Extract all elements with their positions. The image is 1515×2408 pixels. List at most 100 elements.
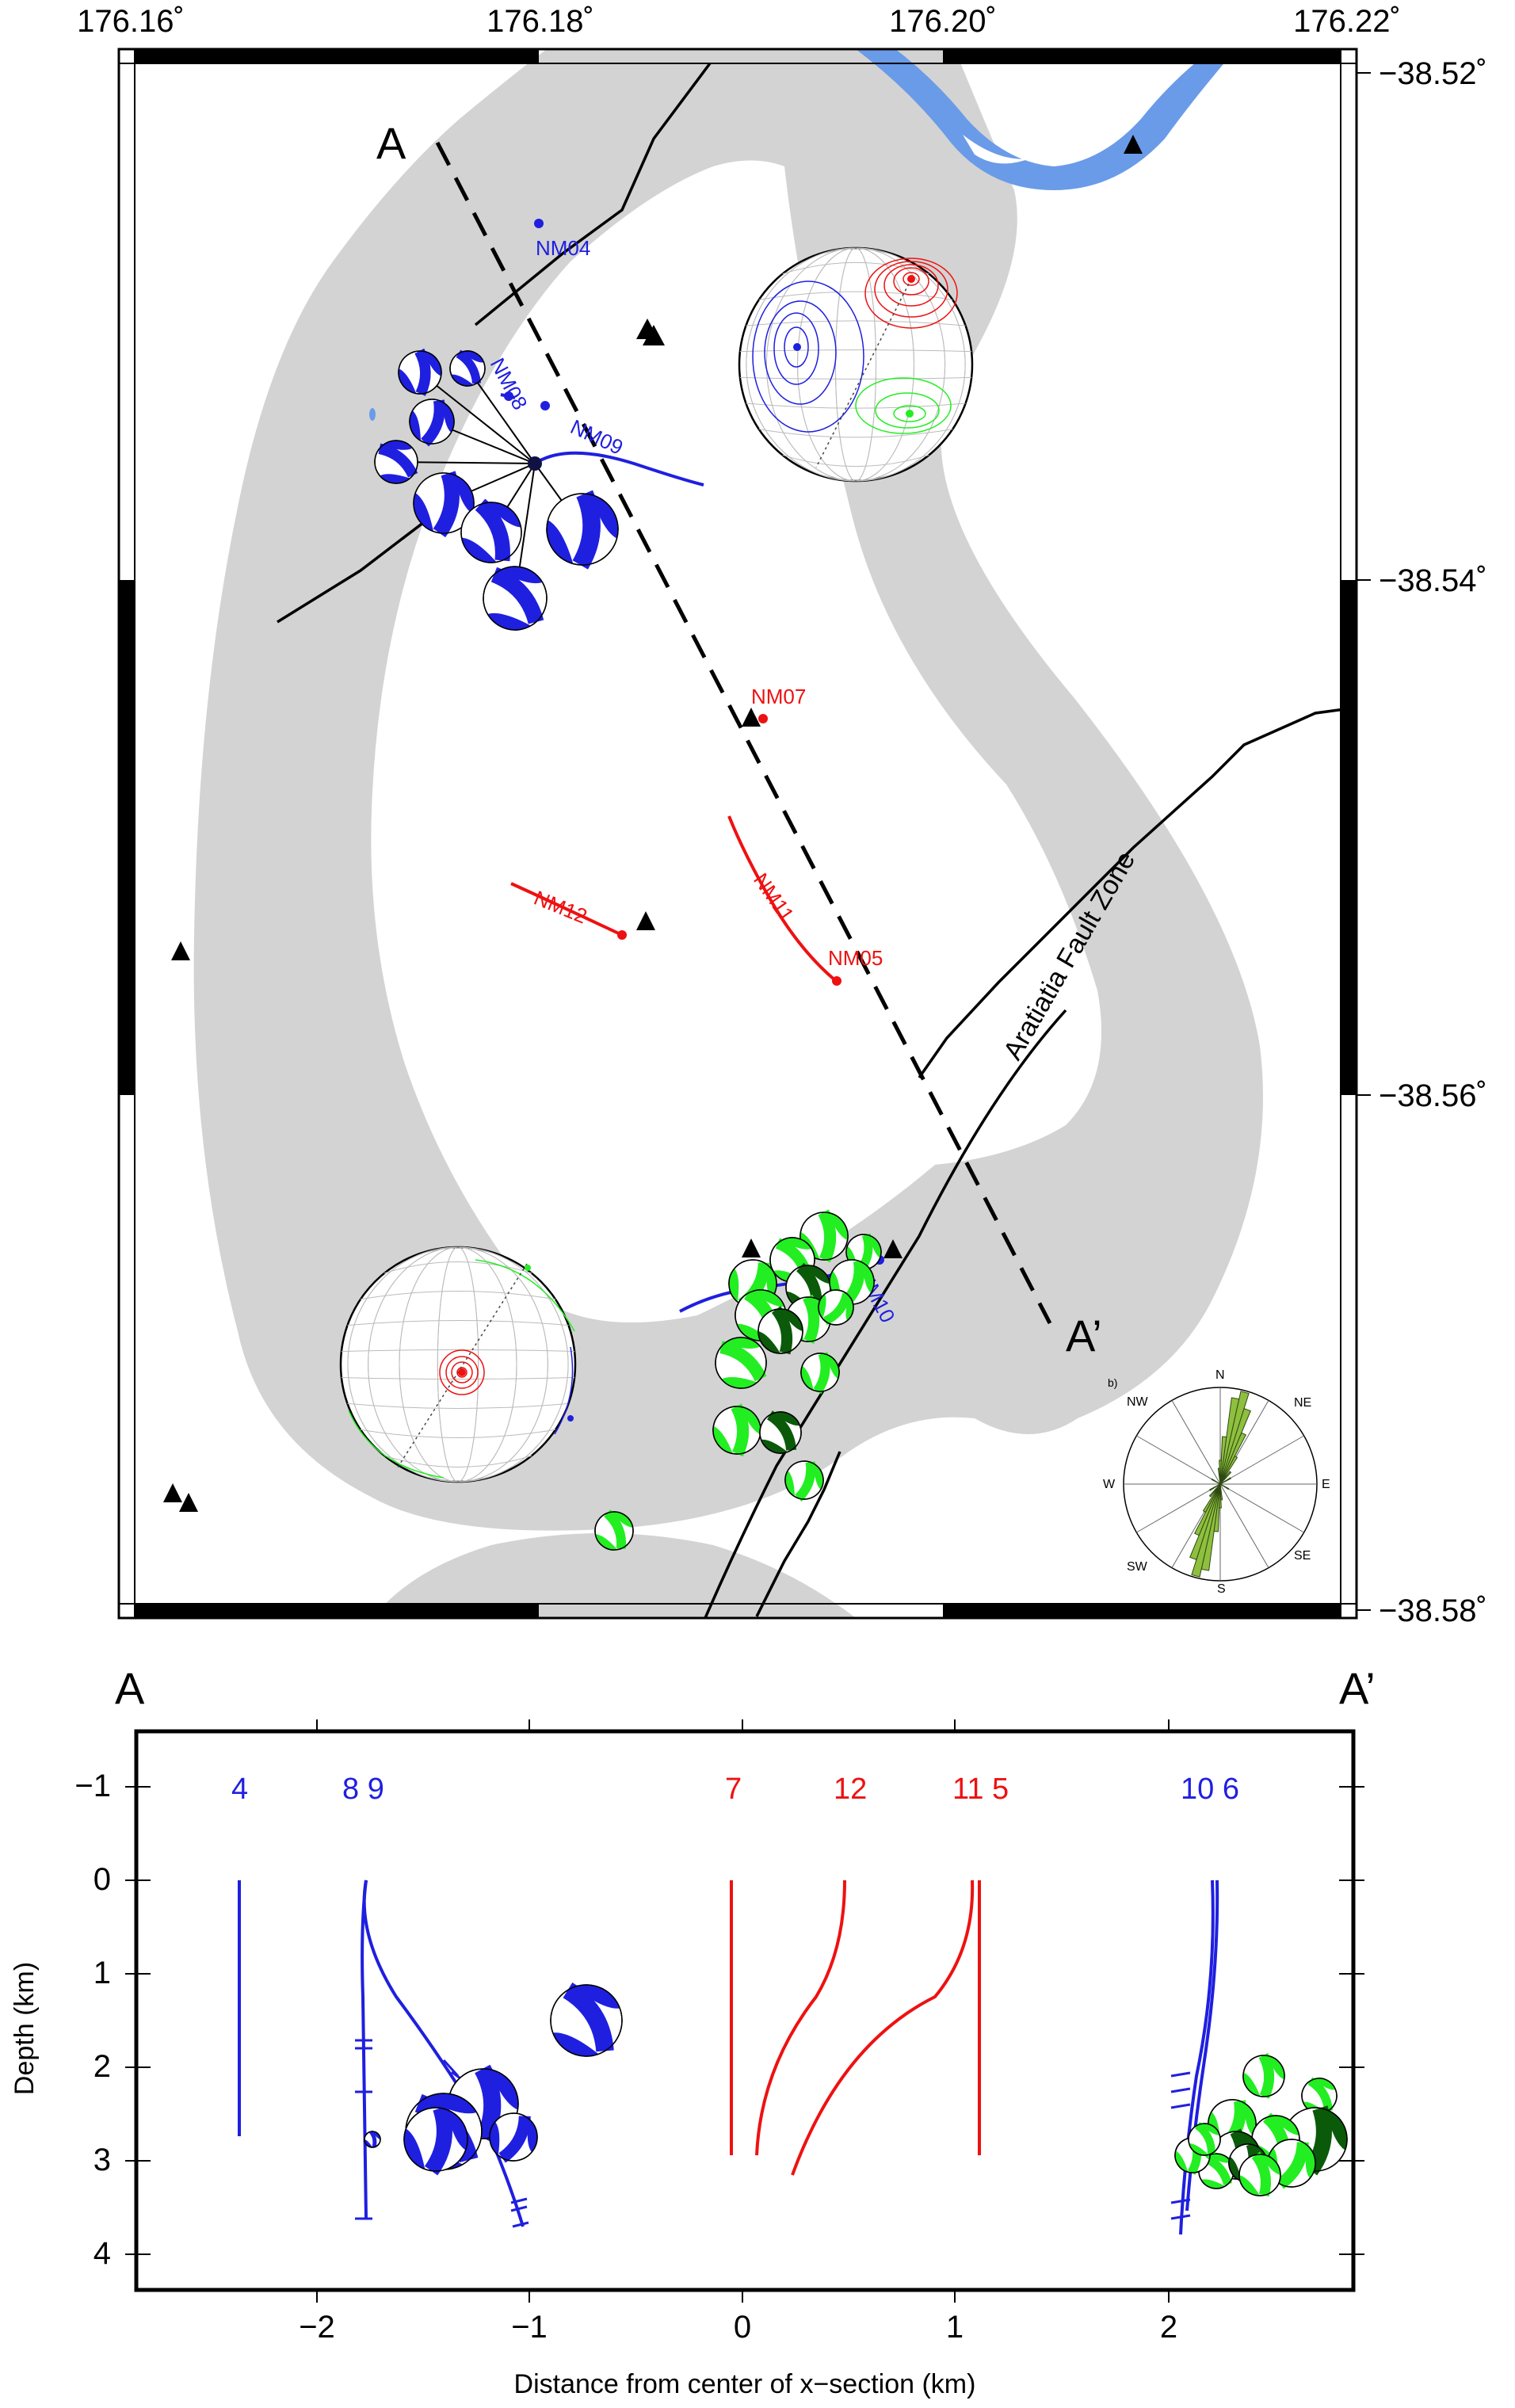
focal-mechanism-icon	[483, 566, 548, 631]
map-frame	[117, 48, 1371, 1620]
focal-mechanism-icon	[1242, 2052, 1285, 2099]
focal-mechanism-icon	[374, 440, 418, 484]
section-wellnum-12: 12	[834, 1773, 867, 1806]
well-marker-nm07	[758, 714, 768, 723]
lon-tick-4: 176.22˚	[1293, 4, 1401, 39]
station-marker	[171, 941, 190, 960]
focal-mechanism-icon	[489, 2112, 538, 2163]
section-wellnum-11-5: 11 5	[952, 1773, 1009, 1806]
focal-mechanism-icon	[818, 1289, 854, 1326]
stereonet-bottom	[339, 1246, 577, 1483]
lat-tick-4: −38.58˚	[1379, 1593, 1487, 1628]
station-marker	[742, 708, 761, 727]
lon-tick-2: 176.18˚	[487, 4, 594, 39]
lat-tick-3: −38.56˚	[1379, 1078, 1487, 1113]
rose-dir-n: N	[1215, 1368, 1225, 1382]
well-label-nm05: NM05	[828, 946, 883, 970]
section-x-tick-4: 1	[946, 2310, 964, 2345]
well-marker-nm04	[534, 219, 544, 228]
section-y-tick-1: −1	[74, 1769, 111, 1803]
well-marker-nm05	[832, 976, 841, 986]
section-x-tick-5: 2	[1160, 2310, 1177, 2345]
focal-mechanism-icon	[759, 1410, 802, 1454]
section-panel: A A’ −2 −1 0 1 2	[10, 1663, 1376, 2399]
section-start-label: A	[376, 118, 406, 168]
map-panel: Aratiatia Fault Zone A A’ NM	[77, 4, 1487, 1628]
focal-mechanism-icon	[594, 1509, 634, 1551]
rose-dir-s: S	[1217, 1582, 1226, 1596]
lat-tick-1: −38.52˚	[1379, 56, 1487, 91]
stations	[163, 135, 1143, 1512]
section-wellnum-8-9: 8 9	[342, 1773, 384, 1806]
focal-mechanism-icon	[398, 348, 442, 396]
section-x-tick-1: −2	[299, 2310, 335, 2345]
focal-mechanism-icon	[1238, 2151, 1281, 2197]
section-y-tick-5: 3	[93, 2143, 111, 2177]
rose-dir-ne: NE	[1294, 1396, 1311, 1410]
section-line	[435, 141, 1052, 1325]
focal-mechanism-icon	[409, 399, 455, 447]
rose-dir-se: SE	[1294, 1549, 1311, 1563]
rose-diagram: b) N NE E SE S SW W NW	[1103, 1368, 1330, 1596]
lat-tick-2: −38.54˚	[1379, 563, 1487, 598]
station-marker	[179, 1493, 198, 1512]
rose-dir-w: W	[1103, 1478, 1116, 1491]
focal-mechanism-icon	[364, 2130, 381, 2148]
station-marker	[1124, 135, 1143, 154]
rose-panel-label: b)	[1108, 1376, 1117, 1389]
section-x-tick-2: −1	[511, 2310, 548, 2345]
section-panel-end-label: A’	[1339, 1663, 1376, 1713]
section-wellnum-7: 7	[725, 1773, 742, 1806]
stereonet-top	[738, 246, 974, 483]
station-marker	[742, 1238, 761, 1257]
lon-tick-1: 176.16˚	[77, 4, 185, 39]
section-red-wells	[730, 1879, 981, 2176]
section-xlabel: Distance from center of x−section (km)	[514, 2369, 976, 2399]
cluster-center	[528, 456, 542, 471]
station-marker	[643, 325, 665, 345]
well-label-nm04: NM04	[536, 236, 590, 260]
focal-mechanism-icon	[1188, 2122, 1221, 2156]
section-end-label: A’	[1066, 1311, 1102, 1360]
focal-mechanism-icon	[460, 498, 522, 563]
focal-mechanism-icon	[715, 1337, 767, 1389]
focal-mechanism-icon	[546, 490, 619, 570]
section-focal-mechanisms	[364, 1982, 1348, 2197]
focal-mechanism-icon	[550, 1982, 623, 2057]
section-wellnum-10-6: 10 6	[1181, 1773, 1239, 1806]
well-marker-nm08	[504, 391, 513, 401]
section-y-tick-2: 0	[93, 1862, 111, 1897]
lon-tick-3: 176.20˚	[889, 4, 997, 39]
section-panel-start-label: A	[115, 1663, 145, 1713]
rose-dir-nw: NW	[1127, 1395, 1149, 1409]
rose-dir-sw: SW	[1127, 1560, 1148, 1574]
river	[856, 49, 1236, 190]
section-ticks	[125, 1719, 1364, 2303]
station-marker	[163, 1483, 182, 1502]
focal-mechanism-icon	[413, 471, 475, 538]
well-marker-nm12	[617, 930, 627, 940]
section-y-tick-4: 2	[93, 2049, 111, 2084]
field-band	[193, 49, 1264, 1531]
station-marker	[636, 911, 655, 930]
well-label-nm07: NM07	[751, 685, 806, 708]
section-y-tick-6: 4	[93, 2236, 111, 2271]
station-marker	[883, 1239, 903, 1258]
section-wellnum-4: 4	[231, 1773, 248, 1806]
red-wells-map	[510, 815, 838, 983]
focal-mechanism-icon	[800, 1352, 840, 1395]
focal-mechanism-icon	[758, 1306, 803, 1355]
section-ylabel: Depth (km)	[10, 1962, 40, 2095]
focal-mechanism-icon	[784, 1460, 824, 1502]
focal-mechanisms-blue	[374, 348, 619, 631]
well-marker-small	[369, 408, 376, 421]
section-frame	[134, 1729, 1356, 2292]
focal-mechanisms-green	[594, 1209, 882, 1551]
focal-mechanism-icon	[403, 2105, 468, 2176]
section-well-ticks	[355, 2039, 1191, 2228]
rose-dir-e: E	[1322, 1478, 1330, 1491]
section-x-tick-3: 0	[734, 2310, 751, 2345]
section-y-tick-3: 1	[93, 1956, 111, 1990]
faults	[277, 62, 1357, 1619]
